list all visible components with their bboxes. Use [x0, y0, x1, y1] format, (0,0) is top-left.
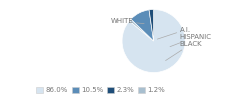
Text: HISPANIC: HISPANIC — [170, 34, 211, 47]
Legend: 86.0%, 10.5%, 2.3%, 1.2%: 86.0%, 10.5%, 2.3%, 1.2% — [34, 84, 168, 96]
Wedge shape — [131, 10, 154, 41]
Wedge shape — [129, 19, 154, 41]
Wedge shape — [149, 10, 154, 41]
Text: BLACK: BLACK — [166, 41, 202, 61]
Text: A.I.: A.I. — [157, 27, 191, 39]
Wedge shape — [122, 10, 185, 72]
Text: WHITE: WHITE — [111, 18, 144, 24]
